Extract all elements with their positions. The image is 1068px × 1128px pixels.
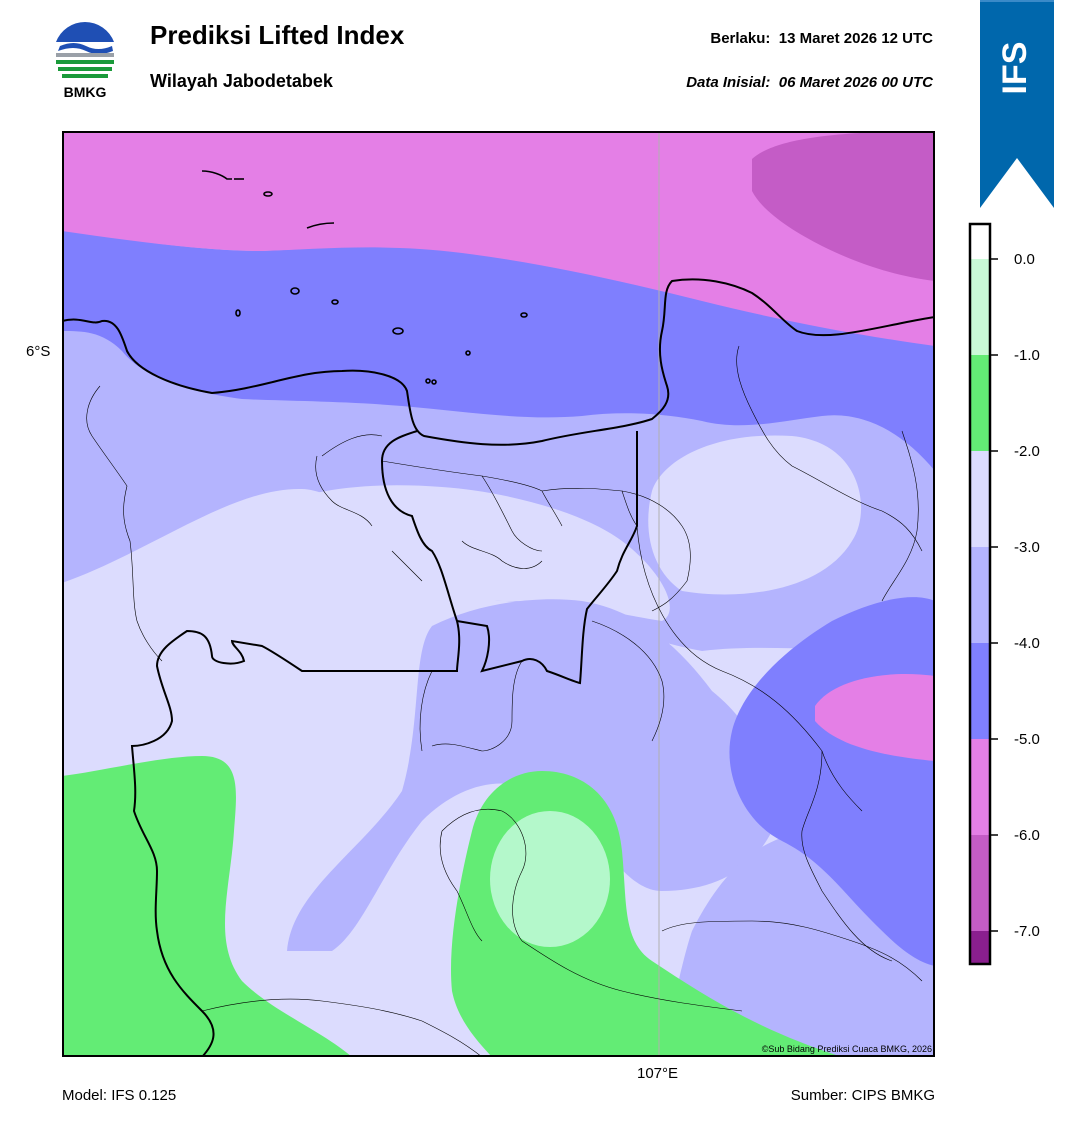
latitude-label: 6°S (26, 343, 51, 360)
coastline (62, 278, 935, 446)
colorbar-band (970, 355, 990, 451)
init-time: 06 Maret 2026 00 UTC (778, 74, 933, 91)
bmkg-logo-icon (54, 21, 116, 84)
colorbar-band (970, 643, 990, 739)
colorbar-band (970, 259, 990, 355)
colorbar-band (970, 739, 990, 835)
field-mid-light (262, 485, 670, 621)
colorbar-band (970, 835, 990, 931)
logo-text: BMKG (63, 84, 107, 100)
colorbar-tick-label: -1.0 (1014, 347, 1040, 364)
colorbar-ticks: 0.0 -1.0 -2.0 -3.0 -4.0 -5.0 -6.0 -7.0 (990, 251, 1040, 940)
colorbar-band (970, 931, 990, 964)
field-east-light (648, 435, 862, 595)
model-text: Model: IFS 0.125 (62, 1087, 177, 1104)
colorbar-tick-label: -2.0 (1014, 443, 1040, 460)
lifted-index-map (62, 131, 935, 1057)
copyright-text: ©Sub Bidang Prediksi Cuaca BMKG, 2026 (761, 1044, 932, 1054)
valid-label: Berlaku: (710, 30, 771, 47)
page-subtitle: Wilayah Jabodetabek (150, 71, 333, 91)
field-southeast-lavender (662, 601, 935, 1057)
colorbar-tick-label: 0.0 (1014, 251, 1035, 268)
colorbar-tick-label: -6.0 (1014, 827, 1040, 844)
field-west-green (62, 756, 352, 1057)
ifs-badge-shape (980, 0, 1054, 208)
colorbar-band (970, 547, 990, 643)
province-borders (130, 430, 638, 1057)
field-centre-lightgreen (490, 811, 610, 947)
colorbar-tick-label: -5.0 (1014, 731, 1040, 748)
longitude-label: 107°E (637, 1065, 679, 1082)
regency-borders (86, 345, 923, 1057)
source-text: Sumber: CIPS BMKG (790, 1087, 935, 1104)
colorbar-bands (970, 224, 990, 964)
colorbar-tick-label: -4.0 (1014, 635, 1040, 652)
colorbar-tick-label: -7.0 (1014, 923, 1040, 940)
colorbar: 0.0 -1.0 -2.0 -3.0 -4.0 -5.0 -6.0 -7.0 (968, 222, 1040, 966)
field-northeast-magenta (752, 131, 935, 281)
page-title: Prediksi Lifted Index (150, 20, 405, 50)
colorbar-band (970, 451, 990, 547)
valid-time: 13 Maret 2026 12 UTC (778, 30, 933, 47)
colorbar-frame (968, 222, 992, 966)
init-time-line: Data Inisial: 06 Maret 2026 00 UTC (686, 74, 933, 91)
ifs-badge-text: IFS (996, 42, 1034, 95)
field-band-pink (62, 131, 935, 346)
islands (201, 170, 528, 385)
colorbar-band-top (970, 224, 990, 259)
map-frame (62, 131, 935, 1057)
ifs-badge: IFS (980, 0, 1054, 208)
field-band-blue (62, 229, 935, 471)
field-east-pink (815, 674, 935, 761)
colorbar-tick-label: -3.0 (1014, 539, 1040, 556)
valid-time-line: Berlaku: 13 Maret 2026 12 UTC (710, 30, 933, 47)
init-label: Data Inisial: (686, 74, 771, 91)
